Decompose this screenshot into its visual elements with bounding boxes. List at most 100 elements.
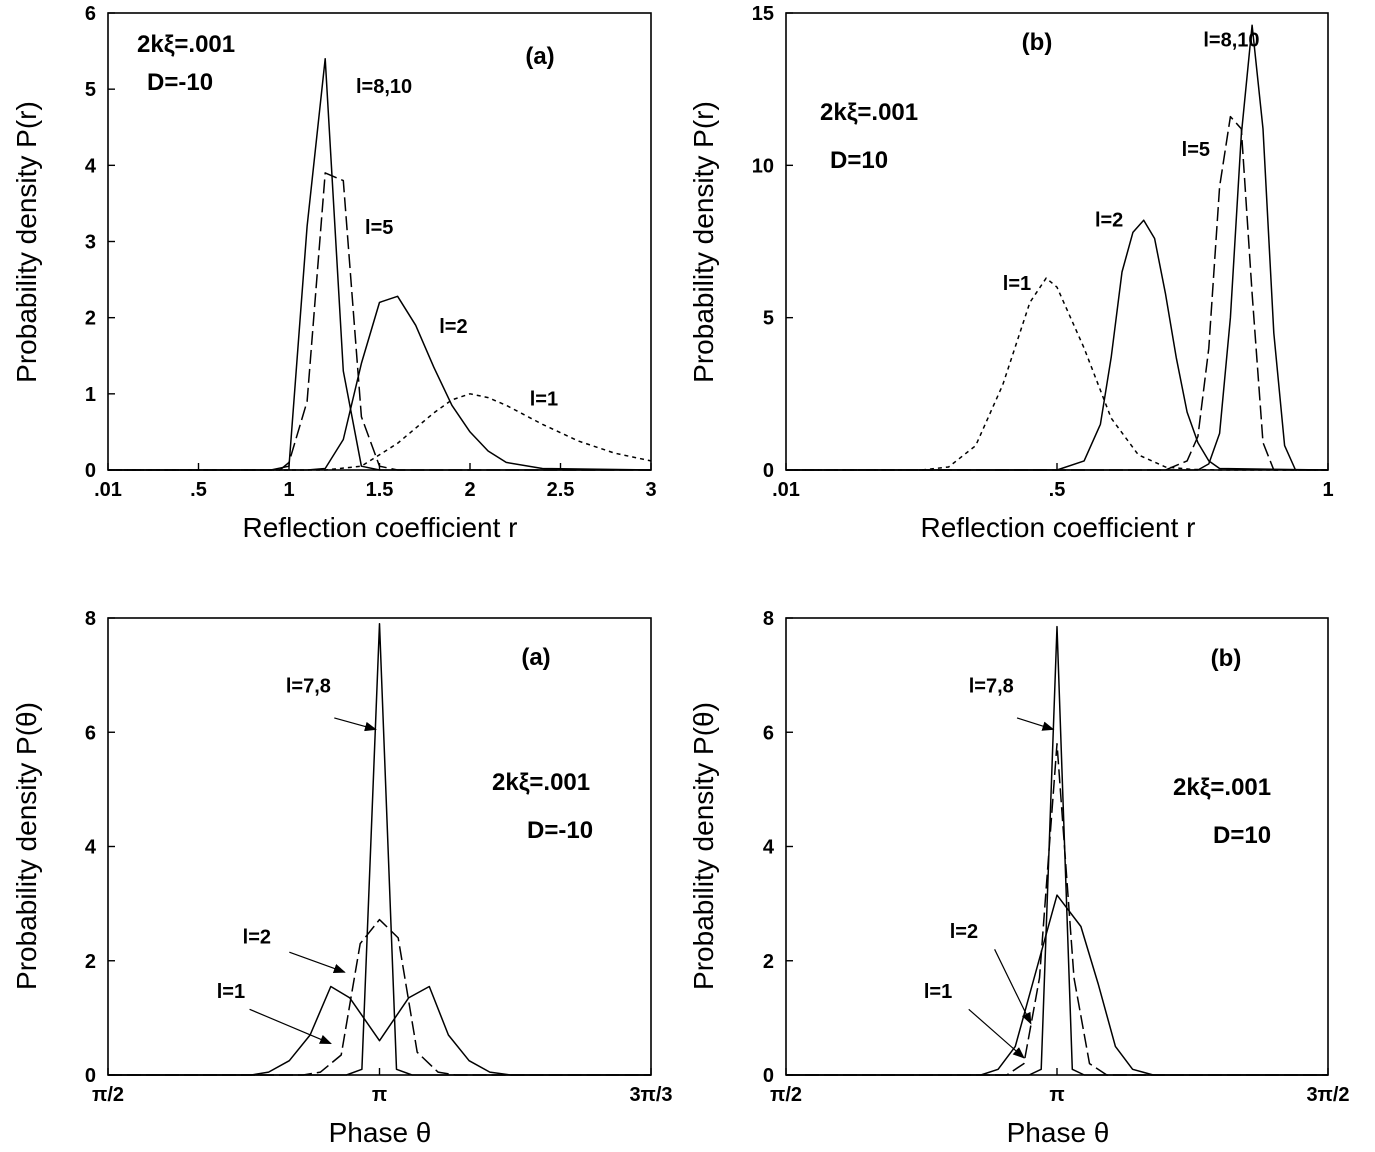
x-tick-label: 1 <box>1322 479 1333 501</box>
x-axis-label: Phase θ <box>329 1117 432 1148</box>
x-tick-label: .01 <box>772 479 800 501</box>
annotation-arrow <box>1016 717 1055 731</box>
param-d: D=-10 <box>527 817 593 844</box>
series-line <box>108 622 651 1076</box>
param-d: D=10 <box>1213 822 1271 849</box>
panel-bottom-left: (a) 2kξ=.001 D=-10 Phase θ Probability d… <box>11 644 593 1148</box>
x-tick-label: π <box>372 1084 387 1106</box>
param-coupling: 2kξ=.001 <box>820 99 918 126</box>
series-label: l=7,8 <box>286 675 331 697</box>
y-tick-label: 2 <box>85 308 96 330</box>
annotation-arrow <box>334 717 377 732</box>
x-tick-label: 1 <box>283 479 294 501</box>
series-line <box>786 894 1328 1076</box>
panel-bottom-right: (b) 2kξ=.001 D=10 Phase θ Probability de… <box>688 645 1271 1148</box>
x-tick-label: 2.5 <box>547 479 575 501</box>
y-tick-label: 8 <box>85 608 96 630</box>
y-tick-label: 4 <box>85 155 97 177</box>
y-tick-label: 4 <box>763 837 775 859</box>
x-tick-label: 3π/2 <box>1306 1084 1349 1106</box>
series-label: l=1 <box>1003 273 1031 295</box>
param-coupling: 2kξ=.001 <box>492 769 590 796</box>
plot-area-top-left: .01 .5 1 1.5 2 2.5 3 0 1 2 3 4 5 6 l=8,10 l=5 l=2 l=1 <box>85 3 657 501</box>
series-label: l=2 <box>439 316 467 338</box>
plot-area-bottom-right: π/2 π 3π/2 0 2 4 6 8 l=7,8 l=2 l=1 <box>763 608 1350 1106</box>
x-tick-label: .5 <box>190 479 207 501</box>
x-axis-label: Reflection coefficient r <box>921 512 1196 543</box>
annotation-arrow <box>968 1008 1025 1059</box>
param-d: D=-10 <box>147 69 213 96</box>
x-tick-label: .5 <box>1049 479 1066 501</box>
x-tick-label: π/2 <box>770 1084 802 1106</box>
y-axis-label: Probability density P(r) <box>688 101 719 383</box>
y-tick-label: 6 <box>85 3 96 25</box>
series-line <box>786 24 1328 471</box>
y-tick-label: 6 <box>85 722 96 744</box>
series-label: l=2 <box>1095 209 1123 231</box>
y-tick-label: 1 <box>85 384 96 406</box>
y-tick-label: 10 <box>752 155 774 177</box>
series-line <box>786 219 1329 471</box>
param-d: D=10 <box>830 147 888 174</box>
series-label: l=2 <box>243 927 271 949</box>
x-tick-label: 3π/3 <box>629 1084 672 1106</box>
x-tick-label: .01 <box>94 479 122 501</box>
series-line <box>108 295 652 471</box>
x-axis-label: Reflection coefficient r <box>243 512 518 543</box>
series-label: l=7,8 <box>969 675 1014 697</box>
series-label: l=1 <box>530 388 558 410</box>
param-coupling: 2kξ=.001 <box>137 31 235 58</box>
panel-tag: (b) <box>1211 645 1242 672</box>
y-tick-label: 8 <box>763 608 774 630</box>
y-tick-label: 2 <box>85 951 96 973</box>
series-line <box>108 393 652 471</box>
x-tick-label: π/2 <box>92 1084 124 1106</box>
x-axis-label: Phase θ <box>1007 1117 1110 1148</box>
y-tick-label: 15 <box>752 3 774 25</box>
y-tick-label: 2 <box>763 951 774 973</box>
series-line <box>786 277 1328 471</box>
y-tick-label: 4 <box>85 837 97 859</box>
y-axis-label: Probability density P(r) <box>11 101 42 383</box>
y-tick-label: 6 <box>763 722 774 744</box>
y-axis-label: Probability density P(θ) <box>11 702 42 990</box>
y-tick-label: 5 <box>763 308 774 330</box>
x-tick-label: 1.5 <box>366 479 394 501</box>
y-tick-label: 0 <box>763 1065 774 1087</box>
y-axis-label: Probability density P(θ) <box>688 702 719 990</box>
series-line <box>108 57 651 471</box>
panel-top-right: (b) 2kξ=.001 D=10 Reflection coefficient… <box>688 29 1195 543</box>
series-line <box>786 742 1328 1076</box>
series-line <box>108 172 651 471</box>
y-tick-label: 5 <box>85 79 96 101</box>
series-label: l=8,10 <box>356 76 412 98</box>
x-tick-label: 3 <box>645 479 656 501</box>
y-tick-label: 3 <box>85 232 96 254</box>
annotation-arrow <box>289 951 346 974</box>
param-coupling: 2kξ=.001 <box>1173 774 1271 801</box>
x-tick-label: 2 <box>464 479 475 501</box>
annotation-arrow <box>994 949 1032 1025</box>
series-line <box>108 918 651 1076</box>
panel-tag: (b) <box>1022 29 1053 56</box>
panel-tag: (a) <box>521 644 550 671</box>
series-label: l=5 <box>1182 139 1210 161</box>
series-label: l=5 <box>365 217 393 239</box>
series-label: l=1 <box>924 981 952 1003</box>
y-tick-label: 0 <box>85 1065 96 1087</box>
series-line <box>108 985 651 1076</box>
y-tick-label: 0 <box>763 460 774 482</box>
y-tick-label: 0 <box>85 460 96 482</box>
series-label: l=8,10 <box>1203 30 1259 52</box>
series-line <box>786 115 1328 471</box>
series-label: l=1 <box>217 981 245 1003</box>
series-label: l=2 <box>950 921 978 943</box>
x-tick-label: π <box>1049 1084 1064 1106</box>
plot-area-bottom-left: π/2 π 3π/3 0 2 4 6 8 l=7,8 l=2 l=1 <box>85 608 673 1106</box>
plot-frame <box>107 617 652 1076</box>
panel-tag: (a) <box>525 43 554 70</box>
panel-top-left: (a) 2kξ=.001 D=-10 Reflection coefficien… <box>11 31 555 543</box>
series-line <box>786 625 1328 1076</box>
